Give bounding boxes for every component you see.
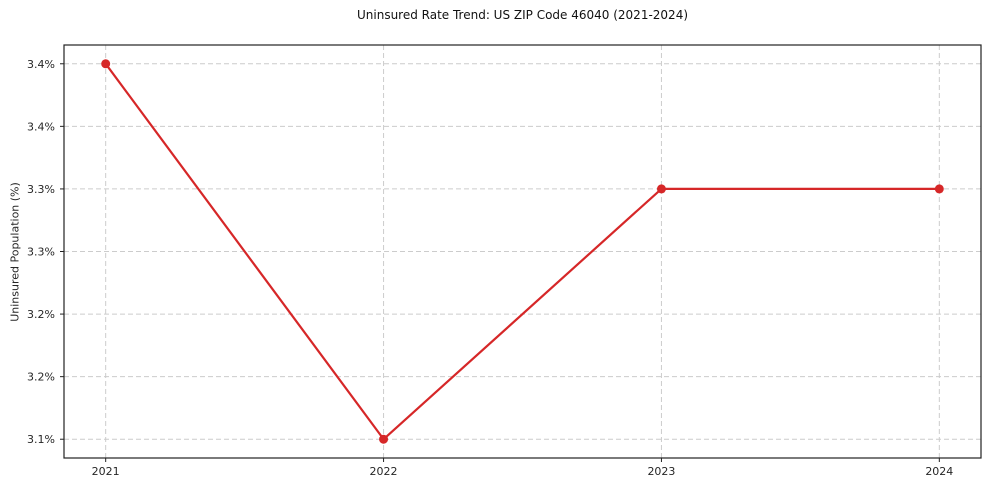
data-point-marker [379,434,389,444]
x-tick-label: 2022 [370,465,398,478]
y-tick-label: 3.2% [27,308,55,321]
chart-title: Uninsured Rate Trend: US ZIP Code 46040 … [356,8,689,22]
x-tick-label: 2024 [925,465,953,478]
x-tick-label: 2023 [647,465,675,478]
data-point-marker [934,184,944,194]
series-line [104,62,941,441]
y-tick-label: 3.3% [27,246,55,259]
data-point-marker [101,59,111,69]
x-tick-label: 2021 [92,465,120,478]
y-tick-label: 3.3% [27,183,55,196]
y-tick-label: 3.4% [27,120,55,133]
y-tick-label: 3.4% [27,58,55,71]
y-tick-label: 3.2% [27,371,55,384]
data-point-marker [656,184,666,194]
y-tick-label: 3.1% [27,433,55,446]
